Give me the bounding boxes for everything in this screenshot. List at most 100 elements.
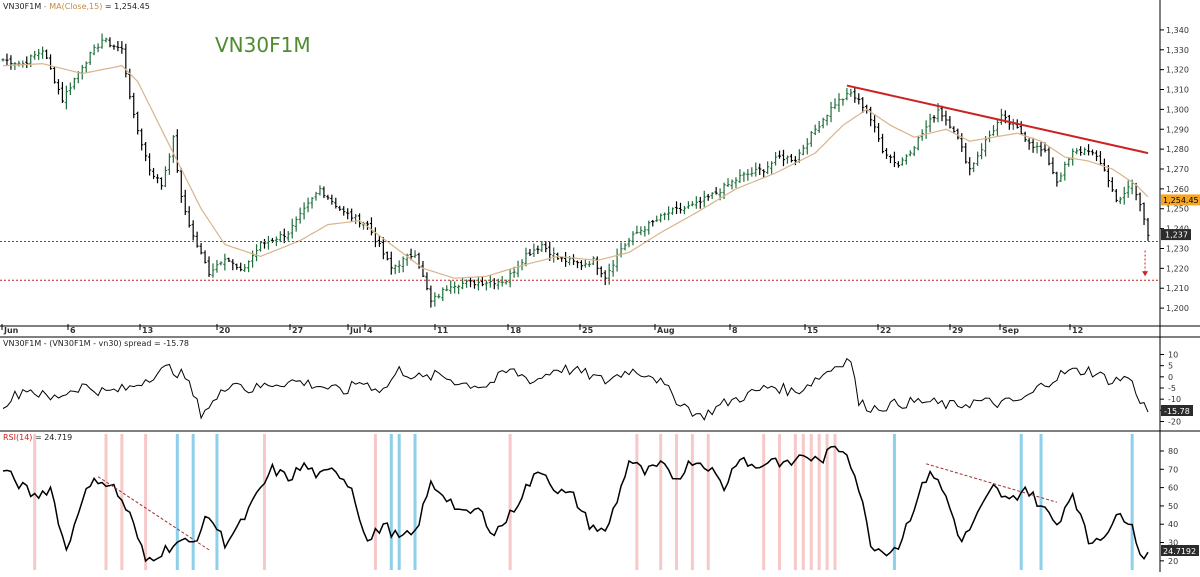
ohlc-bar — [690, 201, 694, 207]
ohlc-bar — [742, 171, 746, 182]
ohlc-bar — [544, 241, 548, 253]
ohlc-bar — [928, 113, 932, 133]
ohlc-bar — [801, 144, 805, 156]
ohlc-bar — [306, 197, 310, 213]
ohlc-bar — [472, 279, 477, 289]
ohlc-bar — [354, 214, 358, 225]
ohlc-bar — [322, 186, 326, 199]
ohlc-bar — [948, 116, 952, 129]
ohlc-bar — [231, 259, 235, 271]
ohlc-bar — [785, 155, 790, 164]
ohlc-bar — [96, 43, 100, 53]
ma15-line — [2, 63, 1149, 279]
overbought-band — [817, 434, 821, 570]
ohlc-bar — [880, 133, 885, 154]
overbought-band — [262, 434, 266, 570]
overbought-band — [690, 434, 694, 570]
price-overlays — [0, 63, 1160, 281]
ohlc-bar — [365, 220, 370, 230]
ohlc-bar — [524, 247, 528, 267]
spread-y-tick-label: 10 — [1168, 350, 1178, 359]
ohlc-bar — [116, 40, 120, 52]
ohlc-bar — [346, 208, 350, 220]
x-tick-label: Aug — [657, 326, 675, 335]
overbought-band — [778, 434, 782, 570]
overbought-band — [675, 434, 679, 570]
ohlc-bar — [492, 278, 496, 290]
ohlc-bar — [298, 207, 302, 224]
ohlc-bar — [528, 248, 532, 257]
price-y-tick-label: 1,260 — [1166, 185, 1189, 194]
x-tick-label: 12 — [1072, 326, 1083, 335]
ohlc-bar — [631, 231, 635, 246]
ohlc-bar — [552, 247, 556, 263]
overbought-band — [762, 434, 766, 570]
ohlc-bar — [575, 260, 580, 269]
ohlc-bar — [136, 111, 140, 135]
ohlc-bar — [833, 98, 837, 110]
ohlc-bar — [88, 51, 92, 66]
svg-text:-15.78: -15.78 — [1164, 407, 1190, 416]
overbought-band — [801, 434, 805, 570]
ohlc-bar — [682, 205, 687, 215]
ohlc-bar — [377, 235, 381, 247]
ohlc-bar — [120, 41, 124, 54]
ohlc-bar — [72, 77, 76, 90]
price-y-tick-label: 1,210 — [1166, 284, 1189, 293]
ohlc-bar — [223, 253, 227, 271]
oversold-band — [175, 434, 179, 570]
ohlc-bar — [1, 58, 5, 62]
price-y-tick-label: 1,300 — [1166, 105, 1189, 114]
spread-last-tag: -15.78 — [1161, 405, 1193, 416]
ohlc-bar — [191, 220, 195, 241]
ohlc-bar — [805, 138, 809, 155]
ohlc-bar — [758, 163, 762, 176]
ohlc-bar — [37, 48, 41, 60]
ohlc-bar — [215, 259, 219, 273]
overbought-band — [825, 434, 829, 570]
ohlc-bar — [979, 143, 984, 160]
ohlc-bar — [738, 169, 742, 183]
ohlc-bar — [9, 55, 13, 70]
ohlc-bar — [952, 126, 956, 133]
ohlc-bar — [144, 141, 148, 162]
ohlc-bar — [199, 242, 203, 255]
ohlc-bar — [421, 261, 425, 278]
rsi-y-tick-label: 50 — [1168, 502, 1178, 511]
overbought-band — [809, 434, 813, 570]
x-tick-label: 20 — [219, 326, 231, 335]
ohlc-bar — [1110, 177, 1114, 192]
ohlc-bar — [124, 43, 128, 78]
ohlc-bar — [147, 153, 152, 176]
svg-text:1,237: 1,237 — [1165, 231, 1188, 240]
ohlc-bar — [635, 225, 639, 234]
ohlc-bar — [762, 169, 766, 179]
ohlc-bar — [195, 231, 199, 248]
ohlc-bar — [976, 151, 980, 166]
ohlc-bar — [64, 85, 68, 110]
ohlc-bar — [916, 136, 920, 151]
oversold-band — [215, 434, 219, 570]
ohlc-bar — [1138, 192, 1142, 212]
ohlc-bar — [52, 66, 57, 84]
ohlc-bar — [302, 202, 306, 220]
ohlc-bar — [1114, 188, 1118, 203]
ohlc-bar — [766, 161, 770, 175]
ohlc-bar — [282, 228, 286, 244]
ohlc-bar — [393, 264, 397, 275]
ohlc-bar — [647, 220, 651, 235]
ohlc-bar — [1118, 196, 1122, 205]
ohlc-bar — [841, 98, 845, 106]
oversold-band — [1130, 434, 1134, 570]
ohlc-bar — [627, 237, 631, 248]
ohlc-bar — [227, 257, 231, 263]
ohlc-bar — [924, 120, 928, 139]
ohlc-bar — [235, 263, 239, 270]
ohlc-bar — [453, 281, 457, 294]
ohlc-bar — [159, 177, 164, 190]
ohlc-bar — [853, 86, 857, 103]
ohlc-bar — [706, 193, 710, 201]
ohlc-bar — [369, 217, 374, 236]
ohlc-bar — [670, 207, 675, 215]
ohlc-bar — [211, 263, 215, 278]
